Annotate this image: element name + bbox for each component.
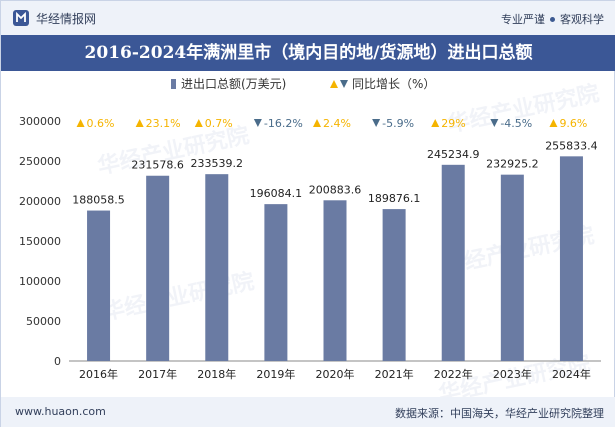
growth-label: -16.2%	[264, 117, 303, 130]
separator-dot-icon	[550, 16, 555, 22]
bar-2019年	[264, 204, 288, 361]
bar-2023年	[500, 174, 524, 361]
y-tick-label: 200000	[19, 195, 61, 208]
bar-2024年	[559, 156, 583, 361]
x-tick-label: 2021年	[375, 367, 414, 381]
x-tick-label: 2023年	[493, 367, 532, 381]
tag-professional: 专业严谨	[501, 13, 545, 26]
legend-label-growth: 同比增长（%）	[352, 77, 435, 91]
growth-label: 29%	[441, 117, 465, 130]
growth-up-triangle-icon	[549, 119, 558, 127]
top-bar: 华经情报网 专业严谨 客观科学	[1, 1, 615, 35]
x-tick-label: 2018年	[197, 367, 236, 381]
bar-value-label: 255833.4	[545, 139, 598, 152]
x-tick-label: 2024年	[552, 367, 591, 381]
bar-value-label: 188058.5	[72, 194, 125, 207]
website-link[interactable]: www.huaon.com	[15, 405, 106, 418]
bar-value-label: 245234.9	[427, 148, 480, 161]
legend-bar-swatch	[171, 79, 176, 89]
bar-2021年	[382, 209, 406, 361]
growth-up-triangle-icon	[194, 119, 203, 127]
bar-2016年	[87, 210, 111, 361]
growth-up-triangle-icon	[431, 119, 440, 127]
growth-down-triangle-icon	[372, 119, 381, 127]
footer-bar: www.huaon.com 数据来源：中国海关，华经产业研究院整理	[1, 397, 615, 427]
bar-value-label: 189876.1	[368, 192, 421, 205]
y-tick-label: 150000	[19, 235, 61, 248]
bar-2020年	[323, 200, 347, 361]
bar-value-label: 233539.2	[191, 157, 244, 170]
growth-label: 23.1%	[146, 117, 181, 130]
bar-value-label: 231578.6	[131, 159, 184, 172]
legend-up-triangle-icon	[330, 80, 338, 88]
y-tick-label: 0	[54, 355, 61, 368]
growth-label: 0.6%	[87, 117, 115, 130]
growth-label: 0.7%	[205, 117, 233, 130]
growth-label: 2.4%	[323, 117, 351, 130]
bar-2022年	[441, 164, 465, 361]
bar-value-label: 200883.6	[309, 183, 362, 196]
chart-title: 2016-2024年满洲里市（境内目的地/货源地）进出口总额	[84, 43, 533, 63]
x-tick-label: 2020年	[316, 367, 355, 381]
bar-2018年	[205, 174, 229, 361]
legend-down-triangle-icon	[340, 80, 348, 88]
data-source: 数据来源：中国海关，华经产业研究院整理	[395, 407, 604, 420]
bar-value-label: 196084.1	[250, 187, 303, 200]
bar-chart: 进出口总额(万美元) 同比增长（%） 0 50000 100000 150000 20000…	[19, 77, 601, 381]
growth-down-triangle-icon	[253, 119, 262, 127]
growth-up-triangle-icon	[135, 119, 144, 127]
y-tick-label: 50000	[26, 315, 61, 328]
y-tick-label: 300000	[19, 115, 61, 128]
tag-objective: 客观科学	[560, 13, 604, 26]
y-tick-label: 250000	[19, 155, 61, 168]
growth-label: -4.5%	[500, 117, 532, 130]
growth-label: -5.9%	[382, 117, 414, 130]
legend-label-total: 进出口总额(万美元)	[181, 77, 286, 91]
x-tick-label: 2017年	[138, 367, 177, 381]
x-tick-label: 2022年	[434, 367, 473, 381]
bar-2017年	[146, 175, 170, 361]
x-tick-label: 2019年	[256, 367, 295, 381]
title-bar: 2016-2024年满洲里市（境内目的地/货源地）进出口总额	[1, 35, 615, 71]
bar-value-label: 232925.2	[486, 158, 539, 171]
growth-up-triangle-icon	[313, 119, 321, 127]
growth-label: 9.6%	[559, 117, 587, 130]
header-tags: 专业严谨 客观科学	[501, 11, 604, 27]
brand-logo-icon	[13, 10, 29, 26]
brand-name: 华经情报网	[36, 12, 97, 26]
growth-down-triangle-icon	[490, 119, 499, 127]
x-tick-label: 2016年	[79, 367, 118, 381]
growth-up-triangle-icon	[76, 119, 85, 127]
y-tick-label: 100000	[19, 275, 61, 288]
